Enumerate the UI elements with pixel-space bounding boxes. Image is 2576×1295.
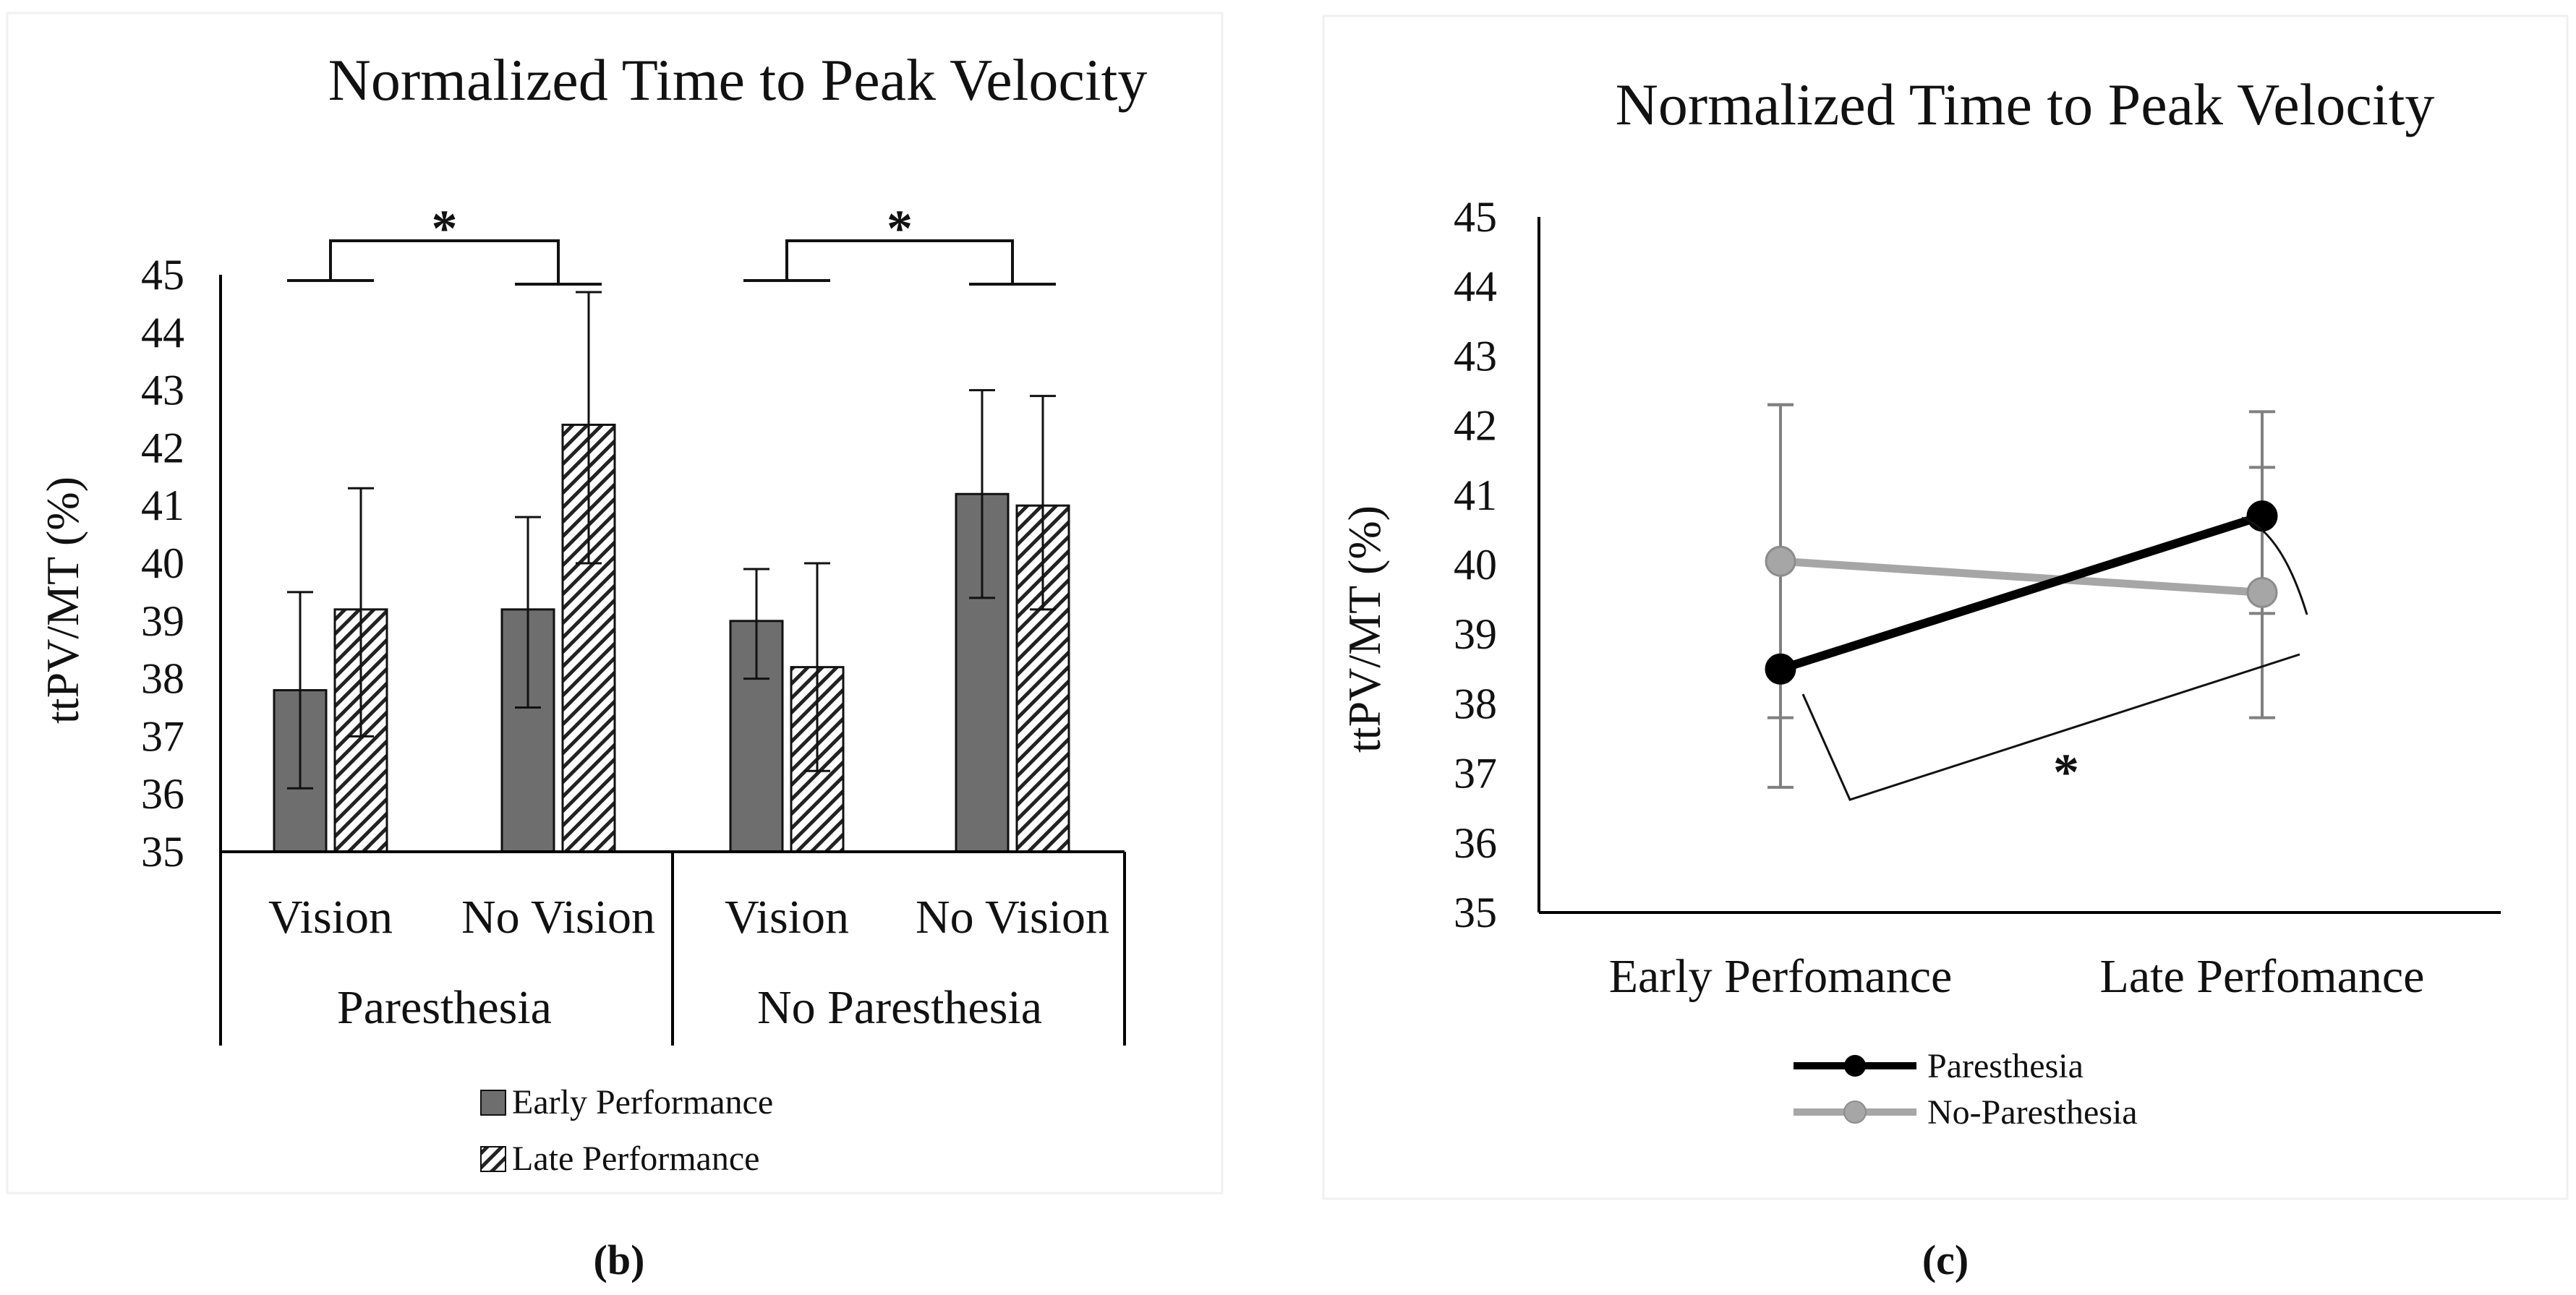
y-tick-label: 42 (141, 424, 184, 471)
series-line-no-paresthesia (1780, 557, 2263, 597)
y-tick-label: 38 (141, 655, 184, 703)
y-tick-label: 44 (1454, 262, 1497, 310)
significance-star: * (2053, 743, 2079, 801)
legend-label: No-Paresthesia (1927, 1093, 2138, 1132)
y-tick-label: 35 (1454, 889, 1497, 936)
y-tick-label: 38 (1454, 680, 1497, 727)
panel-border (6, 12, 1224, 1194)
category-label: No Vision (461, 891, 655, 944)
significance-bracket (743, 239, 1056, 286)
legend-label: Late Performance (512, 1140, 759, 1178)
error-bars (287, 291, 1056, 790)
category-label: No Vision (916, 891, 1109, 944)
y-tick-label: 37 (141, 712, 184, 760)
y-tick-label: 42 (1454, 402, 1497, 450)
legend-label: Paresthesia (1927, 1047, 2084, 1085)
y-tick-label: 36 (1454, 819, 1497, 867)
bar-chart-panel: Normalized Time to Peak Velocity ttPV/MT… (6, 12, 1224, 1283)
legend-swatch-late (480, 1146, 506, 1172)
point-paresthesia (2246, 500, 2278, 532)
y-axis-label: ttPV/MT (%) (1339, 505, 1390, 753)
y-tick-label: 39 (1454, 610, 1497, 658)
y-tick-label: 40 (1454, 541, 1497, 589)
y-tick-label: 40 (141, 539, 184, 587)
y-tick-label: 37 (1454, 750, 1497, 798)
significance-star: * (432, 200, 458, 257)
y-tick-label: 45 (141, 251, 184, 299)
y-tick-label: 45 (1454, 193, 1497, 241)
y-axis-ticks: 35 36 37 38 39 40 41 42 43 44 45 (141, 251, 184, 876)
panel-label: (c) (1922, 1236, 1969, 1283)
y-tick-label: 39 (141, 597, 184, 645)
chart-title: Normalized Time to Peak Velocity (328, 47, 1148, 113)
y-tick-label: 35 (141, 828, 184, 876)
bars (273, 423, 1070, 853)
significance-bracket (287, 239, 602, 286)
significance-bracket: * (1801, 516, 2308, 801)
significance-star: * (887, 200, 913, 257)
significance-bracket-line (1801, 516, 2308, 801)
category-labels: Vision No Vision Paresthesia Vision No Visio… (268, 891, 1109, 1034)
category-label: Vision (725, 891, 849, 944)
chart-title: Normalized Time to Peak Velocity (1616, 72, 2435, 137)
point-paresthesia (1765, 653, 1796, 685)
legend-marker-no-paresthesia (1843, 1100, 1867, 1124)
significance-brackets: * * (287, 200, 1056, 286)
series-line-paresthesia (1779, 511, 2264, 674)
series-lines (1779, 511, 2264, 674)
y-tick-label: 43 (1454, 332, 1497, 380)
point-no-paresthesia (1765, 545, 1796, 577)
category-labels: Early Perfomance Late Perfomance (1609, 950, 2425, 1003)
line-chart-panel: Normalized Time to Peak Velocity ttPV/MT… (1322, 14, 2569, 1283)
category-label: Vision (268, 891, 393, 944)
panel-label: (b) (594, 1236, 645, 1283)
group-label: Paresthesia (337, 981, 552, 1034)
legend: Paresthesia No-Paresthesia (1794, 1047, 2138, 1132)
legend-marker-paresthesia (1844, 1055, 1866, 1077)
y-tick-label: 41 (1454, 471, 1497, 519)
legend: Early Performance Late Performance (480, 1083, 773, 1178)
category-label: Early Perfomance (1609, 950, 1953, 1003)
panel-border (1322, 14, 2569, 1200)
axes (219, 275, 1126, 1046)
legend-label: Early Performance (512, 1083, 773, 1121)
group-label: No Paresthesia (757, 981, 1042, 1034)
point-no-paresthesia (2246, 576, 2278, 608)
y-tick-label: 36 (141, 770, 184, 818)
y-axis-label: ttPV/MT (%) (37, 476, 88, 724)
y-tick-label: 44 (141, 309, 184, 356)
y-tick-label: 43 (141, 367, 184, 414)
axes (1538, 217, 2501, 914)
category-label: Late Perfomance (2100, 950, 2425, 1003)
y-tick-label: 41 (141, 482, 184, 529)
y-axis-ticks: 35 36 37 38 39 40 41 42 43 44 45 (1454, 193, 1497, 936)
legend-swatch-early (480, 1090, 506, 1116)
